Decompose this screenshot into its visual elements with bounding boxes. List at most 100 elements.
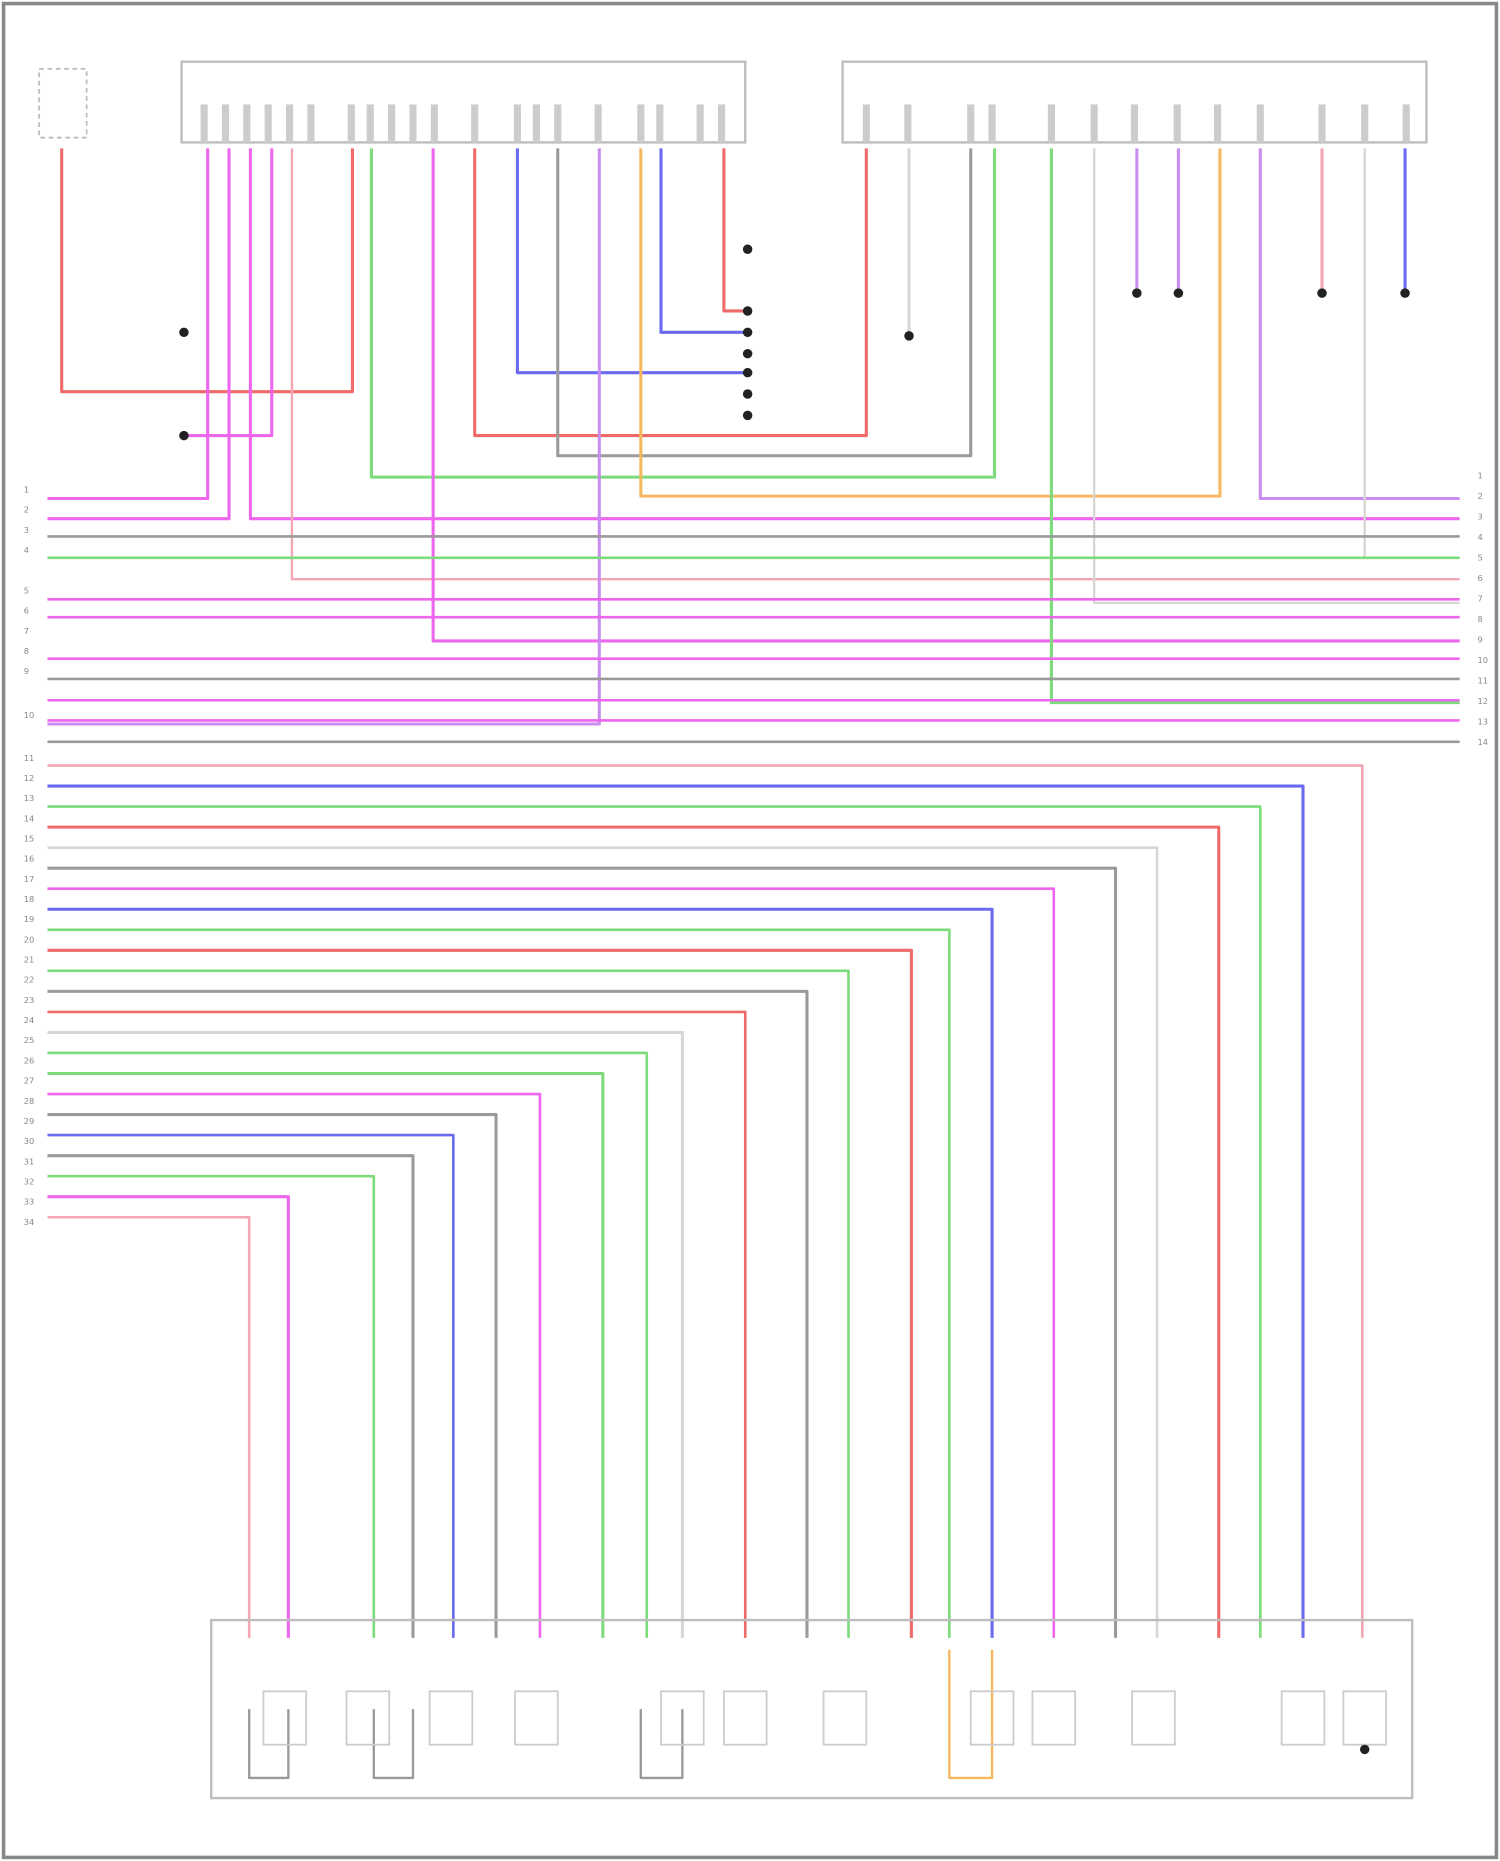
left-row-number: 11 <box>24 753 35 763</box>
left-row-number: 31 <box>24 1156 35 1166</box>
left-row-number: 13 <box>24 793 35 803</box>
left-row-number: 10 <box>24 710 35 720</box>
right-row-number: 5 <box>1477 552 1482 562</box>
left-row-number: 8 <box>24 646 29 656</box>
connector-pin <box>1130 104 1139 143</box>
right-row-number: 9 <box>1477 635 1482 645</box>
wire-green <box>369 148 997 479</box>
wire-violet <box>1258 148 1460 501</box>
components <box>38 60 1428 1800</box>
solenoid-element <box>1280 1690 1326 1746</box>
connector-pin <box>221 104 230 143</box>
right-row-number: 1 <box>1477 470 1482 480</box>
wire-gray <box>47 989 809 1638</box>
wire-blue <box>47 784 1305 1638</box>
splice-dot <box>742 367 753 378</box>
connector-pin <box>264 104 272 143</box>
wire-gray <box>47 1154 415 1638</box>
connector-pin <box>1256 104 1264 143</box>
wire-green <box>47 805 1262 1638</box>
left-row-number: 29 <box>24 1116 35 1126</box>
solenoid-element <box>660 1690 705 1746</box>
wire-blue <box>515 148 746 375</box>
connector-pin <box>285 104 294 143</box>
splice-dot <box>904 331 914 341</box>
wire-lightgray <box>47 1030 684 1638</box>
solenoid-element <box>1131 1690 1176 1746</box>
left-row-number: 34 <box>24 1217 35 1227</box>
wire-green <box>47 1174 376 1638</box>
wire-orange <box>948 1649 994 1780</box>
splice-dot <box>742 327 753 338</box>
wire-lightgray <box>47 846 1159 1638</box>
right-row-number: 2 <box>1477 491 1482 501</box>
connector-pin <box>1361 104 1369 143</box>
wire-magenta <box>187 148 274 438</box>
connector-pin <box>717 104 726 143</box>
splice-dot <box>1317 288 1327 298</box>
splice-dot <box>179 327 189 338</box>
solenoid-element <box>723 1690 768 1746</box>
left-row-number: 22 <box>24 975 35 985</box>
connector-pin <box>967 104 975 143</box>
right-row-number: 11 <box>1477 676 1488 686</box>
wire-green <box>47 969 850 1638</box>
wire-magenta <box>248 148 1460 521</box>
wire-gray <box>556 148 973 458</box>
wire-gray <box>372 1709 415 1780</box>
connector-pin <box>388 104 396 143</box>
left-row-number: 4 <box>24 545 29 555</box>
wire-blue <box>47 1133 455 1638</box>
connector-pin <box>594 104 602 143</box>
solenoid-element <box>262 1690 308 1746</box>
connector-box-left <box>180 60 747 144</box>
left-row-number: 6 <box>24 606 29 616</box>
left-row-number: 19 <box>24 914 35 924</box>
right-row-number: 8 <box>1477 614 1482 624</box>
right-row-number: 3 <box>1477 511 1482 521</box>
left-row-number: 16 <box>24 854 35 864</box>
wire-gray <box>248 1709 290 1780</box>
wire-lightgray <box>1092 148 1460 605</box>
left-row-number: 7 <box>24 626 29 636</box>
wire-magenta <box>431 148 1460 643</box>
connector-pin <box>904 104 912 143</box>
wire-red <box>47 1010 747 1638</box>
wire-blue <box>47 907 994 1638</box>
splice-dot <box>179 430 189 441</box>
connector-pin <box>1214 104 1222 143</box>
wire-magenta <box>47 1092 542 1638</box>
connector-pin <box>1047 104 1055 143</box>
right-row-number: 12 <box>1477 696 1488 706</box>
left-row-number: 27 <box>24 1076 35 1086</box>
connector-pin <box>1402 104 1410 143</box>
solenoid-element <box>969 1690 1015 1746</box>
connector-pin <box>307 104 315 143</box>
wire-magenta <box>47 148 210 501</box>
connector-pin <box>637 104 645 143</box>
transmission-module-box <box>210 1618 1414 1800</box>
splice-dot <box>742 389 753 399</box>
wire-green <box>47 928 951 1638</box>
connector-pin <box>532 104 540 143</box>
wires <box>47 148 1460 1780</box>
left-row-number: 3 <box>24 525 29 535</box>
wire-red <box>47 825 1221 1638</box>
connector-pin <box>243 104 251 143</box>
solenoid-element <box>345 1690 391 1746</box>
fuse-dashed-box <box>38 67 88 139</box>
connector-pin <box>554 104 562 143</box>
left-row-number: 17 <box>24 874 35 884</box>
connector-pin <box>513 104 521 143</box>
solenoid-element <box>1031 1690 1077 1746</box>
left-row-number: 9 <box>24 666 29 676</box>
left-row-number: 21 <box>24 955 35 965</box>
connector-pin <box>471 104 479 143</box>
left-row-number: 26 <box>24 1055 35 1065</box>
wire-gray <box>639 1709 684 1780</box>
connector-pin <box>988 104 996 143</box>
splice-dot <box>742 348 753 359</box>
splice-dot <box>742 306 753 316</box>
solenoid-element <box>514 1690 559 1746</box>
